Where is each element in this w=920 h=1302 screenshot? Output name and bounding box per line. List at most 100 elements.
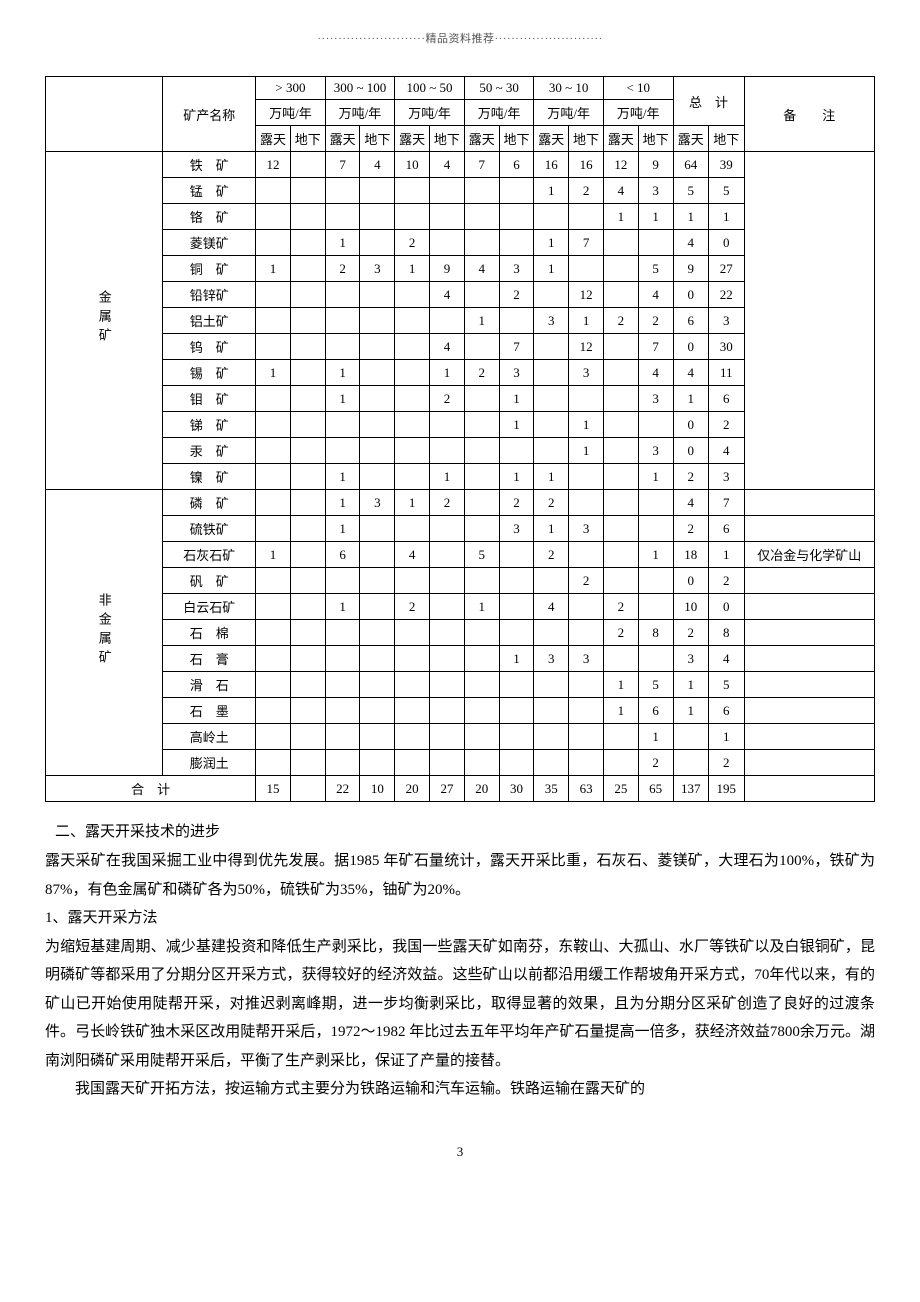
cell	[603, 542, 638, 568]
cell	[290, 386, 325, 412]
cell: 1	[325, 360, 360, 386]
cell: 5	[638, 672, 673, 698]
cell	[430, 308, 465, 334]
cell: 1	[569, 308, 604, 334]
row-name: 白云石矿	[163, 594, 256, 620]
cell	[464, 698, 499, 724]
cell: 15	[256, 776, 291, 802]
row-name: 磷 矿	[163, 490, 256, 516]
cell	[360, 360, 395, 386]
row-name: 滑 石	[163, 672, 256, 698]
cell	[534, 620, 569, 646]
cell: 1	[673, 204, 709, 230]
cell: 1	[534, 230, 569, 256]
cell	[430, 568, 465, 594]
cell: 195	[709, 776, 745, 802]
row-name: 钨 矿	[163, 334, 256, 360]
cell: 1	[325, 594, 360, 620]
cell	[360, 308, 395, 334]
cell	[360, 204, 395, 230]
cell: 2	[395, 230, 430, 256]
cell: 1	[638, 204, 673, 230]
total-label: 合 计	[46, 776, 256, 802]
cell	[499, 204, 534, 230]
sub-5: 地下	[430, 126, 465, 152]
cell: 2	[638, 750, 673, 776]
mining-statistics-table: 矿产名称 > 300 300 ~ 100 100 ~ 50 50 ~ 30 30…	[45, 76, 875, 802]
cell: 1	[499, 386, 534, 412]
cell: 6	[709, 386, 745, 412]
cell	[534, 568, 569, 594]
cell: 2	[638, 308, 673, 334]
cell	[569, 542, 604, 568]
sub-10: 露天	[603, 126, 638, 152]
cell	[395, 646, 430, 672]
cell	[534, 334, 569, 360]
remark-cell	[744, 776, 874, 802]
page-number: 3	[45, 1144, 875, 1160]
cell	[395, 386, 430, 412]
cell	[256, 282, 291, 308]
table-row: 石 墨1616	[46, 698, 875, 724]
cell: 16	[569, 152, 604, 178]
row-name: 石灰石矿	[163, 542, 256, 568]
cell: 3	[360, 256, 395, 282]
cell	[395, 360, 430, 386]
cell	[360, 646, 395, 672]
remark-cell	[744, 152, 874, 490]
cell: 1	[603, 672, 638, 698]
cell	[569, 620, 604, 646]
cell: 22	[325, 776, 360, 802]
remark-cell	[744, 750, 874, 776]
cell	[290, 360, 325, 386]
cell	[534, 282, 569, 308]
row-name: 汞 矿	[163, 438, 256, 464]
cell: 6	[709, 698, 745, 724]
remark-cell	[744, 646, 874, 672]
cell: 11	[709, 360, 745, 386]
cell: 4	[360, 152, 395, 178]
cell	[360, 386, 395, 412]
cell	[395, 620, 430, 646]
remark-cell	[744, 698, 874, 724]
cell: 6	[673, 308, 709, 334]
cell	[290, 672, 325, 698]
cell	[360, 178, 395, 204]
cell	[290, 204, 325, 230]
cell	[256, 438, 291, 464]
cell	[256, 178, 291, 204]
cell	[256, 490, 291, 516]
total-row: 合 计1522102027203035632565137195	[46, 776, 875, 802]
cell	[430, 620, 465, 646]
cell	[360, 672, 395, 698]
cell	[360, 438, 395, 464]
table-row: 白云石矿12142100	[46, 594, 875, 620]
cell: 2	[709, 412, 745, 438]
cell: 3	[360, 490, 395, 516]
table-row: 矾 矿202	[46, 568, 875, 594]
cell	[603, 412, 638, 438]
cell	[395, 308, 430, 334]
cell	[499, 308, 534, 334]
remark-cell	[744, 516, 874, 542]
cell: 7	[569, 230, 604, 256]
sub-4: 露天	[395, 126, 430, 152]
cell: 1	[499, 412, 534, 438]
cell	[430, 412, 465, 438]
cell: 25	[603, 776, 638, 802]
cell	[603, 386, 638, 412]
cell	[290, 308, 325, 334]
cell	[256, 698, 291, 724]
cell: 5	[673, 178, 709, 204]
cell	[430, 724, 465, 750]
cell	[325, 282, 360, 308]
cell	[395, 178, 430, 204]
sub-7: 地下	[499, 126, 534, 152]
cell	[499, 568, 534, 594]
category-nonmetal: 非金属矿	[46, 490, 163, 776]
cell: 1	[673, 672, 709, 698]
cell	[290, 776, 325, 802]
cell: 12	[569, 282, 604, 308]
cell	[290, 646, 325, 672]
header-row-1: 矿产名称 > 300 300 ~ 100 100 ~ 50 50 ~ 30 30…	[46, 77, 875, 100]
